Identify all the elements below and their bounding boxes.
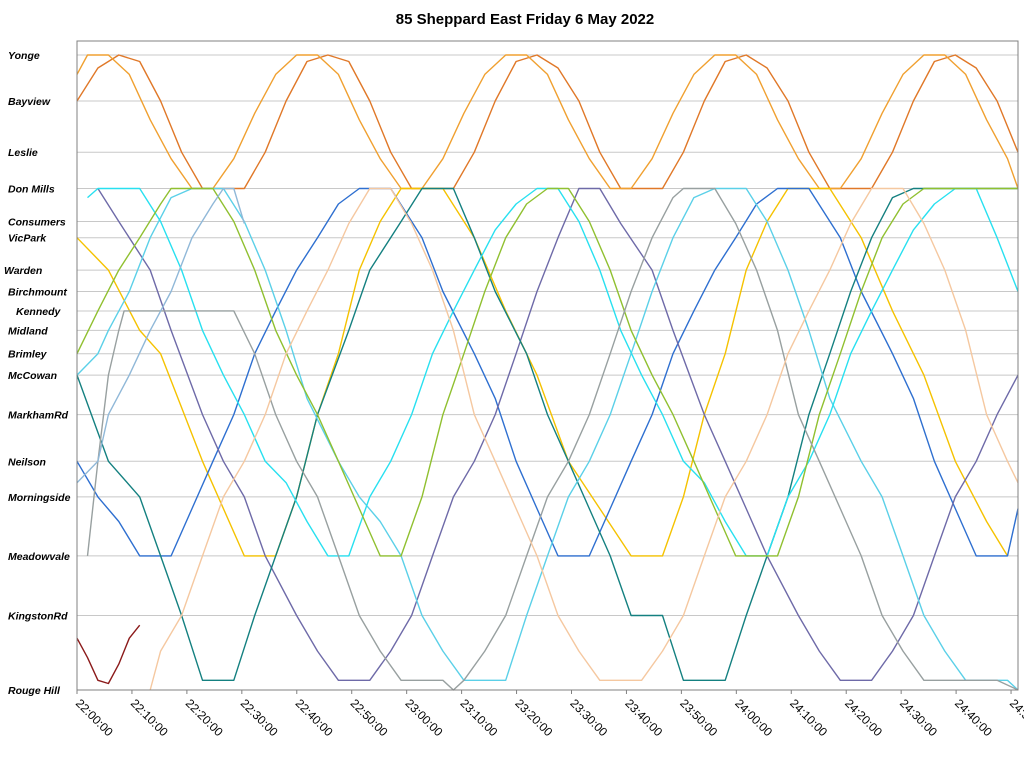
time-tick-label: 23:50:00 [677,696,720,739]
trip-line-2 [76,54,1019,190]
time-tick-label: 23:40:00 [622,696,665,739]
stop-label: Morningside [8,492,71,504]
time-tick-label: 24:10:00 [787,696,830,739]
trip-line-9 [76,187,1018,557]
stop-label: MarkhamRd [8,410,69,422]
stop-label: McCowan [8,370,57,382]
stop-label: KingstonRd [8,610,68,622]
trip-line-12 [76,187,245,484]
stop-label: Brimley [8,349,48,361]
time-tick-label: 22:00:00 [73,696,116,739]
time-tick-label: 24:00:00 [732,696,775,739]
stop-label: Warden [4,265,42,277]
plot-area [76,40,1019,691]
time-tick-label: 23:20:00 [512,696,555,739]
time-tick-label: 22:50:00 [348,696,391,739]
time-tick-label: 22:10:00 [128,696,171,739]
trip-line-5 [97,187,1019,681]
stop-labels: Yonge Bayview Leslie Don Mills Consumers VicP… [4,50,71,697]
trip-line-6 [76,187,1018,681]
stop-label: Rouge Hill [8,685,61,697]
time-tick-label: 22:20:00 [183,696,226,739]
stop-label: VicPark [8,233,47,245]
time-tick-label: 22:30:00 [238,696,281,739]
stop-label: Leslie [8,147,38,159]
time-axis: 22:00:00 22:10:00 22:20:00 22:30:00 22:40:00… [73,690,1024,739]
time-tick-label: 24:40:00 [952,696,995,739]
trip-line-13 [76,624,141,685]
stop-label: Birchmount [8,287,67,299]
stop-label: Neilson [8,456,46,468]
stop-label: Meadowvale [8,551,70,563]
stop-label: Yonge [8,50,40,62]
time-tick-label: 22:40:00 [293,696,336,739]
time-tick-label: 23:30:00 [567,696,610,739]
trip-line-3 [76,187,1009,557]
stop-label: Midland [8,325,48,337]
stop-label: Bayview [8,96,51,108]
trip-line-10 [86,187,1019,691]
time-tick-label: 24:50:00 [1007,696,1024,739]
trip-line-11 [149,187,1019,691]
time-tick-label: 24:30:00 [897,696,940,739]
trip-lines [76,54,1019,691]
chart-title: 85 Sheppard East Friday 6 May 2022 [396,11,654,28]
time-tick-label: 23:00:00 [403,696,446,739]
trip-line-8 [87,187,1019,557]
time-tick-label: 24:20:00 [842,696,885,739]
stop-label: Kennedy [16,306,62,318]
stop-label: Consumers [8,217,66,229]
trip-line-4 [76,187,1019,557]
stop-gridlines [77,54,1018,691]
time-tick-label: 23:10:00 [457,696,500,739]
stop-label: Don Mills [8,183,55,195]
